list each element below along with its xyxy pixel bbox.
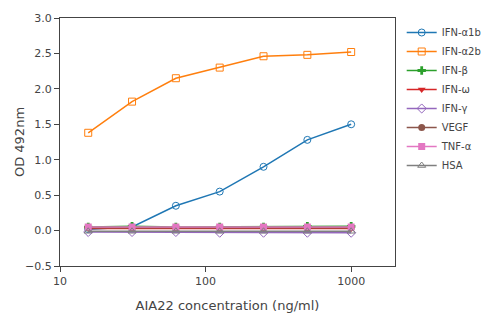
svg-text:0.5: 0.5	[34, 189, 52, 202]
svg-text:IFN-γ: IFN-γ	[442, 103, 468, 114]
svg-text:IFN-ω: IFN-ω	[442, 84, 470, 95]
svg-text:AIA22 concentration (ng/ml): AIA22 concentration (ng/ml)	[136, 298, 320, 313]
svg-text:3.0: 3.0	[34, 12, 52, 25]
svg-text:VEGF: VEGF	[442, 122, 469, 133]
svg-text:10: 10	[53, 275, 67, 288]
svg-text:−0.5: −0.5	[25, 260, 52, 273]
svg-text:HSA: HSA	[442, 160, 463, 171]
svg-text:100: 100	[195, 275, 216, 288]
svg-text:1.0: 1.0	[34, 154, 52, 167]
svg-text:OD 492nm: OD 492nm	[12, 107, 27, 177]
svg-text:TNF-α: TNF-α	[441, 141, 472, 152]
svg-text:IFN-β: IFN-β	[442, 65, 468, 76]
svg-text:1.5: 1.5	[34, 118, 52, 131]
svg-text:IFN-α1b: IFN-α1b	[442, 27, 481, 38]
svg-text:0.0: 0.0	[34, 224, 52, 237]
svg-text:2.5: 2.5	[34, 47, 52, 60]
svg-text:1000: 1000	[337, 275, 365, 288]
svg-text:2.0: 2.0	[34, 83, 52, 96]
svg-text:IFN-α2b: IFN-α2b	[442, 46, 481, 57]
